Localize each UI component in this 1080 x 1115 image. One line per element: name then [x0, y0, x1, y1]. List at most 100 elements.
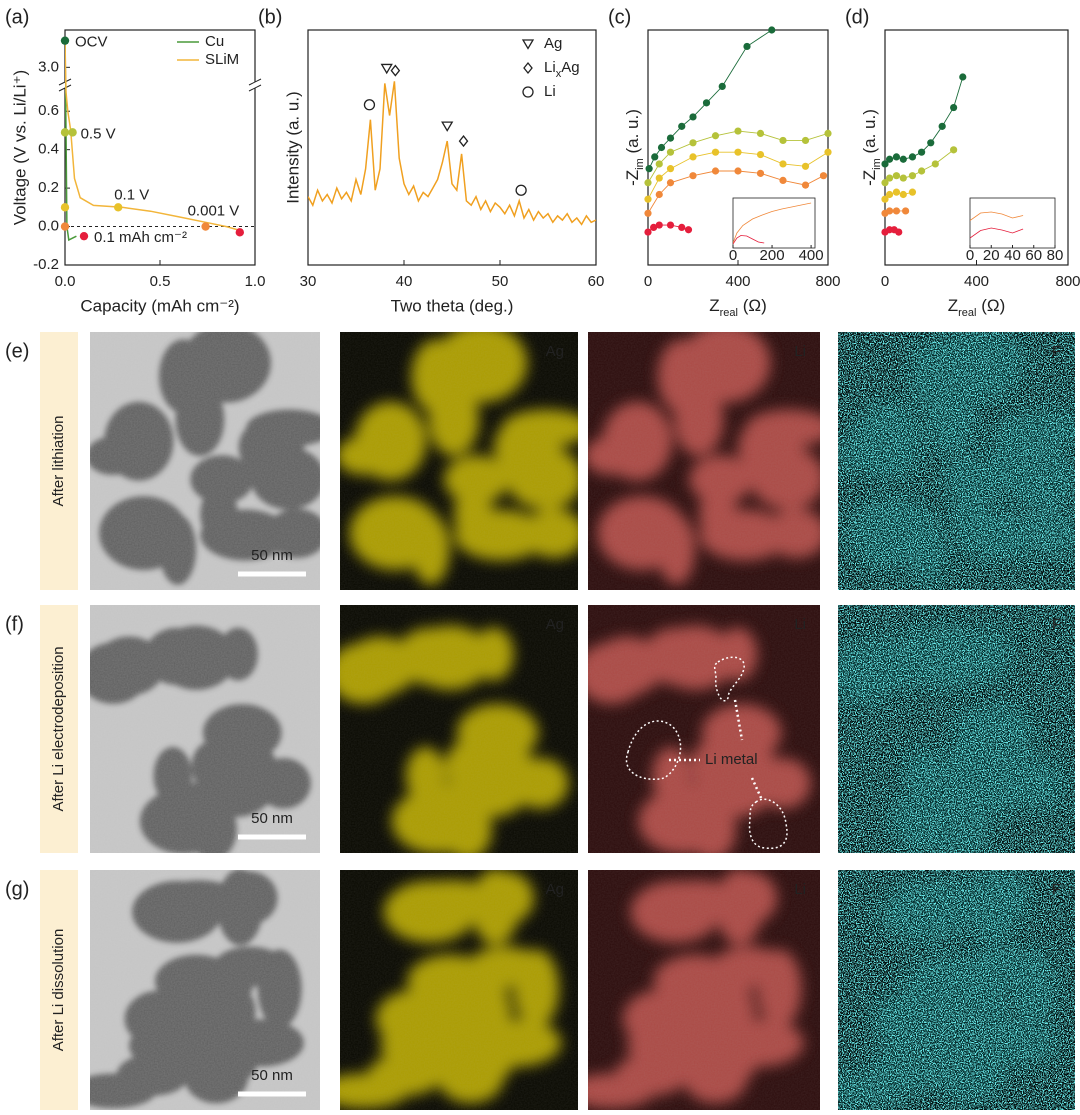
data-point — [908, 153, 917, 161]
scale-bar-label: 50 nm — [251, 1067, 293, 1084]
axis-break-mark — [248, 84, 262, 92]
data-point — [79, 231, 89, 241]
panel-letter: (c) — [608, 6, 631, 28]
y-tick-label: 0.2 — [38, 179, 59, 196]
x-tick-label: 40 — [396, 273, 413, 290]
data-point — [644, 228, 652, 236]
data-point — [734, 148, 742, 156]
micrograph — [340, 870, 578, 1110]
x-tick-label: 800 — [1055, 273, 1080, 290]
x-tick-label: 0.0 — [55, 273, 76, 290]
data-point — [655, 221, 663, 229]
plot-frame — [307, 29, 597, 266]
x-tick-label: 0 — [881, 273, 889, 290]
plot-frame — [732, 197, 816, 249]
data-point — [908, 188, 917, 196]
row-label: After Li electrodeposition — [50, 646, 67, 811]
data-point — [895, 228, 903, 236]
data-point — [918, 148, 926, 156]
x-axis-title-rest: (Ω) — [976, 296, 1005, 315]
micrograph — [588, 332, 820, 590]
series-line — [648, 30, 773, 169]
x-tick-label: 30 — [300, 273, 317, 290]
data-point — [678, 223, 686, 231]
panel-letter: (g) — [5, 878, 29, 900]
element-label: Ag — [546, 616, 564, 633]
element-label: Ag — [546, 881, 564, 898]
micrograph — [588, 605, 820, 853]
data-point — [655, 174, 663, 182]
data-point — [779, 160, 787, 168]
data-point — [768, 26, 776, 34]
grain — [90, 332, 320, 590]
data-point — [711, 132, 720, 140]
peak-marker — [515, 184, 527, 196]
scale-bar-label: 50 nm — [251, 810, 293, 827]
point-label: OCV — [75, 34, 108, 51]
row-label-box — [40, 870, 78, 1110]
x-axis-title-sub: real — [720, 307, 738, 319]
data-point — [892, 188, 901, 196]
x-axis-title: Two theta (deg.) — [391, 296, 514, 315]
element-label: F — [1052, 343, 1061, 360]
legend-symbol — [522, 86, 534, 98]
element-label: Li — [794, 343, 806, 360]
data-point — [885, 207, 894, 215]
micrograph — [340, 332, 578, 590]
legend-label-rest: Ag — [561, 59, 579, 76]
data-point — [819, 172, 828, 180]
data-point — [756, 169, 765, 177]
data-point — [801, 136, 810, 145]
legend-label: LixAg — [544, 59, 580, 80]
speckle — [838, 870, 1075, 1110]
legend-label-sub: x — [556, 68, 562, 80]
data-point — [881, 160, 889, 168]
legend-symbol — [521, 39, 535, 50]
point-label: 0.1 mAh cm⁻² — [94, 229, 187, 246]
li-metal-outline — [625, 720, 682, 780]
data-point — [901, 207, 910, 215]
data-point — [899, 155, 907, 163]
peak-marker — [363, 99, 376, 111]
data-point — [801, 162, 810, 170]
element-label: Li — [794, 616, 806, 633]
data-point — [666, 148, 675, 156]
speckle — [838, 605, 1075, 853]
micrograph — [340, 605, 578, 853]
data-point — [689, 113, 697, 121]
row-label: After lithiation — [50, 416, 67, 507]
data-point — [644, 179, 652, 187]
data-point — [927, 139, 935, 147]
x-axis-title-main: Z — [948, 296, 958, 315]
data-point — [60, 203, 70, 212]
x-axis-title: Zreal (Ω) — [948, 296, 1006, 318]
li-metal-label: Li metal — [705, 751, 758, 768]
data-point — [881, 179, 889, 187]
data-point — [892, 207, 901, 215]
data-point — [718, 82, 726, 90]
x-tick-label: 400 — [964, 273, 989, 290]
data-point — [60, 36, 70, 45]
row-label-box — [40, 332, 78, 590]
li-metal-outline — [713, 656, 745, 702]
data-point — [892, 172, 901, 180]
x-tick-label: 0 — [644, 273, 652, 290]
x-tick-label: 800 — [815, 273, 840, 290]
data-point — [885, 190, 894, 199]
data-point — [645, 165, 653, 173]
data-point — [68, 128, 77, 137]
x-tick-label: 200 — [760, 247, 785, 264]
legend-symbol — [523, 61, 533, 75]
x-axis-title-main: Z — [709, 296, 719, 315]
panel-letter: (d) — [845, 6, 869, 28]
data-point — [899, 174, 907, 182]
x-tick-label: 0 — [729, 247, 737, 264]
peak-marker — [380, 63, 393, 75]
series-line — [65, 40, 77, 242]
data-point — [779, 136, 787, 145]
data-point — [938, 122, 946, 130]
series-line — [648, 151, 828, 200]
speckle — [838, 332, 1075, 590]
data-point — [650, 223, 658, 231]
